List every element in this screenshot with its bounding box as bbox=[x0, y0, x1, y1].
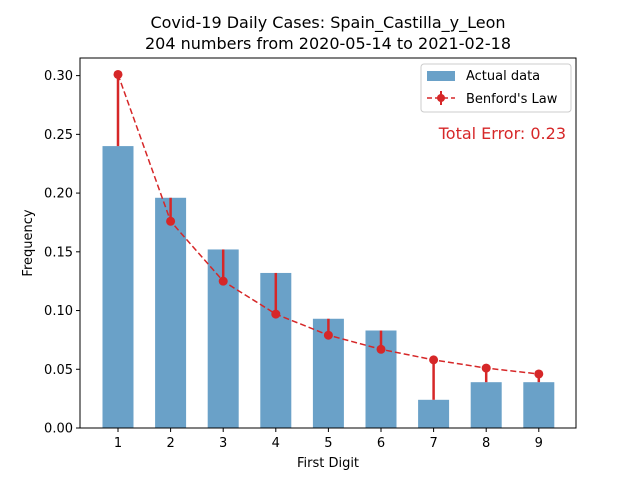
x-tick-label: 2 bbox=[166, 436, 174, 451]
legend-label-benford: Benford's Law bbox=[466, 92, 558, 107]
x-tick-label: 1 bbox=[114, 436, 122, 451]
benford-point-digit-6 bbox=[376, 344, 386, 354]
chart-subtitle: 204 numbers from 2020-05-14 to 2021-02-1… bbox=[145, 34, 511, 53]
bar-digit-8 bbox=[470, 382, 502, 428]
x-tick-label: 4 bbox=[272, 436, 280, 451]
y-tick-label: 0.30 bbox=[44, 69, 73, 84]
bar-digit-2 bbox=[155, 197, 187, 428]
y-tick-label: 0.15 bbox=[44, 245, 73, 260]
legend-swatch-actual bbox=[427, 71, 455, 81]
y-tick-label: 0.20 bbox=[44, 187, 73, 202]
benford-point-digit-7 bbox=[429, 355, 439, 365]
legend-swatch-benford-marker bbox=[437, 94, 445, 102]
bar-digit-7 bbox=[418, 399, 450, 428]
x-tick-label: 5 bbox=[324, 436, 332, 451]
legend-box bbox=[420, 63, 572, 113]
benford-point-digit-4 bbox=[271, 309, 281, 319]
x-axis: 1 2 3 4 5 6 7 8 9 bbox=[114, 428, 543, 451]
chart-title: Covid-19 Daily Cases: Spain_Castilla_y_L… bbox=[150, 13, 505, 33]
total-error-annotation: Total Error: 0.23 bbox=[438, 124, 566, 143]
benford-point-digit-3 bbox=[218, 276, 228, 286]
y-axis: 0.00 0.05 0.10 0.15 0.20 0.25 0.30 bbox=[44, 69, 80, 437]
x-tick-label: 8 bbox=[482, 436, 490, 451]
y-axis-label: Frequency bbox=[21, 209, 36, 276]
x-axis-label: First Digit bbox=[297, 456, 359, 471]
benford-point-digit-1 bbox=[113, 69, 123, 79]
legend-label-actual: Actual data bbox=[466, 69, 540, 84]
benford-line-layer bbox=[113, 69, 544, 379]
benford-point-digit-5 bbox=[323, 330, 333, 340]
x-tick-label: 3 bbox=[219, 436, 227, 451]
y-tick-label: 0.25 bbox=[44, 128, 73, 143]
legend: Actual data Benford's Law bbox=[420, 63, 572, 113]
y-tick-label: 0.05 bbox=[44, 363, 73, 378]
benford-point-digit-2 bbox=[166, 216, 176, 226]
x-tick-label: 9 bbox=[535, 436, 543, 451]
x-tick-label: 7 bbox=[429, 436, 437, 451]
bar-digit-9 bbox=[523, 382, 555, 428]
benford-point-digit-9 bbox=[534, 369, 544, 379]
bar-digit-1 bbox=[102, 146, 134, 428]
y-tick-label: 0.10 bbox=[44, 304, 73, 319]
y-tick-label: 0.00 bbox=[44, 422, 73, 437]
x-tick-label: 6 bbox=[377, 436, 385, 451]
benford-point-digit-8 bbox=[481, 363, 491, 373]
